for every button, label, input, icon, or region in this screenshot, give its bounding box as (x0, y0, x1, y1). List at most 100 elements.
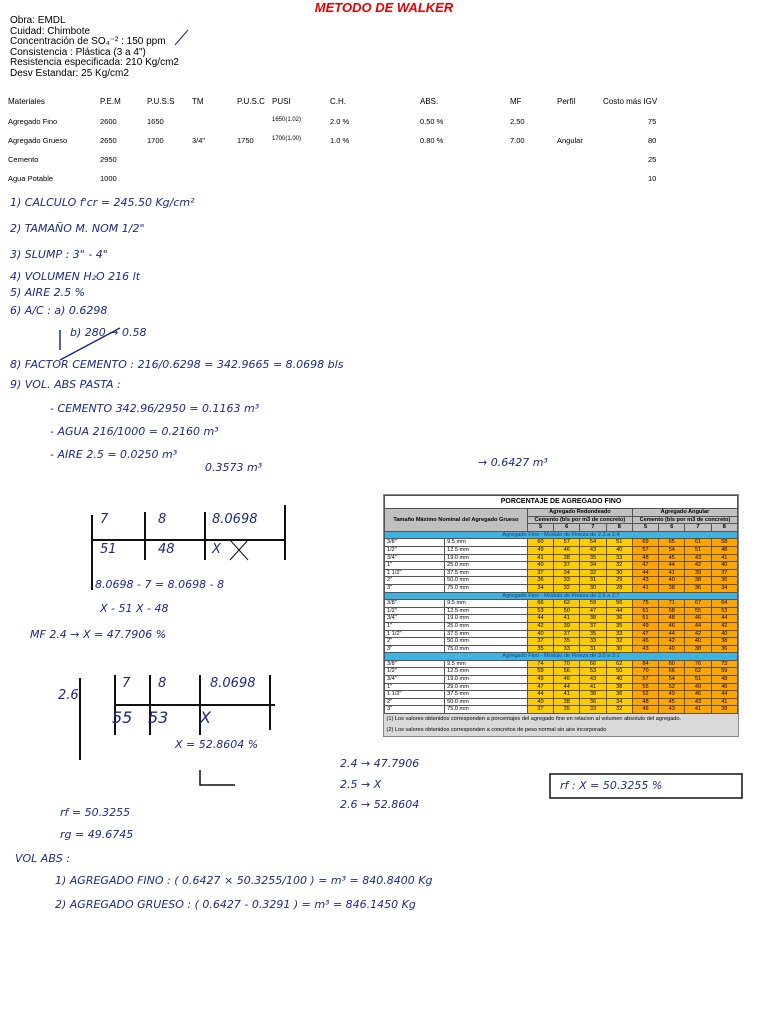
cell: Agregado Angular (631, 508, 739, 517)
tick (174, 29, 189, 46)
handwritten-note: rf = 50.3255 (60, 806, 131, 819)
column-header: PUSI (272, 97, 291, 106)
cell: 46 (710, 682, 739, 692)
cell: Agregado Redondeado (526, 508, 633, 517)
header-line: Consistencia : Plástica (3 a 4") (10, 46, 146, 58)
cell: 5 (526, 523, 555, 532)
handwritten-note: 2.5 → X (340, 778, 382, 791)
cell: 39 (710, 705, 739, 715)
cell: 32 (605, 561, 633, 570)
cell: 43 (684, 697, 712, 707)
cell: 1650(1.02) (272, 117, 302, 123)
cell: 38 (579, 690, 607, 699)
cell: Agregado Fino - Modulo de Fineza de 3.0 … (384, 652, 738, 661)
handwritten-note: 1) AGREGADO FINO : ( 0.6427 × 50.3255/10… (55, 874, 433, 887)
cell: 74 (526, 659, 555, 669)
cell: 41 (710, 697, 739, 707)
row: (2) Los valores obtenidos corresponden a… (385, 725, 738, 736)
grid-cell: 7 (100, 512, 109, 527)
cell: 33 (553, 644, 581, 654)
cell: 40 (710, 561, 739, 570)
cell: 37 (553, 561, 581, 570)
cell: 65 (658, 538, 686, 547)
cell: 25.0 mm (444, 621, 528, 631)
cell: 2.50 (510, 117, 525, 126)
row: 3/4" 19.0 mm 49 46 43 40 57 54 51 48 (383, 675, 739, 684)
cross (229, 539, 249, 561)
cell: 62 (553, 599, 581, 608)
cell: 1000 (100, 174, 117, 183)
cell: 34 (553, 568, 581, 578)
cell: 40 (605, 675, 633, 684)
cell: 41 (684, 705, 712, 715)
cell: 1750 (237, 136, 254, 145)
cell: 2" (383, 637, 446, 646)
handwritten-note: - AGUA 216/1000 = 0.2160 m³ (50, 425, 219, 438)
column-header: Perfil (557, 97, 576, 106)
cell: 29.0 mm (444, 682, 528, 692)
cell: 40 (526, 561, 555, 570)
cell: 35 (605, 621, 633, 631)
cell: 1" (383, 561, 446, 570)
handwritten-note: 2) AGREGADO GRUESO : ( 0.6427 - 0.3291 )… (55, 898, 416, 911)
handwritten-note: 2) TAMAÑO M. NOM 1/2" (10, 222, 145, 235)
cell: Tamaño Máximo Nominal del Agregado Grues… (384, 508, 528, 532)
cell: 70 (553, 659, 581, 669)
grid-cell: 8.0698 (212, 512, 258, 527)
cell: 44 (526, 614, 555, 623)
cell: 37 (526, 568, 555, 578)
cell: 36 (526, 576, 555, 585)
cell: 66 (526, 599, 555, 608)
cell: 33 (605, 553, 633, 563)
cell: 51 (605, 538, 633, 547)
cell: 1/2" (383, 606, 446, 616)
cell: 39 (684, 568, 712, 578)
row: Agregado Fino - Modulo de Fineza de 2.6 … (384, 591, 738, 601)
cell: 54 (658, 545, 686, 555)
cell: 46 (684, 614, 712, 623)
cell: 3/4" (383, 553, 446, 563)
arrow (59, 327, 121, 361)
cell: 32 (579, 568, 607, 578)
cell: 43 (631, 576, 660, 585)
row: 2" 50.0 mm 36 33 31 29 43 40 38 36 (383, 576, 739, 585)
row: (1) Los valores obtenidos corresponden a… (385, 714, 738, 726)
cell: 46 (684, 690, 712, 699)
row: 3/8" 9.5 mm 66 62 59 56 75 71 67 64 (383, 599, 739, 608)
cell: 66 (579, 659, 607, 669)
row: 3/4" 19.0 mm 41 38 35 33 48 45 43 41 (383, 553, 739, 563)
cell: 40 (658, 644, 686, 654)
row: 1 1/2" 37.5 mm 37 34 32 30 44 41 39 37 (383, 568, 739, 578)
handwritten-note: rg = 49.6745 (60, 828, 134, 841)
cell: 38 (605, 682, 633, 692)
cell: 19.0 mm (444, 614, 528, 623)
cell: 2950 (100, 155, 117, 164)
cell: 31 (579, 576, 607, 585)
cell: 34 (710, 583, 739, 593)
cell: 33 (553, 576, 581, 585)
cell: 51 (684, 675, 712, 684)
cell: 1/2" (383, 545, 446, 555)
handwritten-note: 5) AIRE 2.5 % (10, 286, 86, 299)
cell: 75 (631, 599, 660, 608)
cell: 32 (605, 637, 633, 646)
row: Tamaño Máximo Nominal del Agregado Grues… (384, 508, 739, 532)
cell: 9.5 mm (444, 538, 528, 547)
cell: 1" (383, 682, 446, 692)
cell: 58 (658, 606, 686, 616)
row: 3" 75.0 mm 35 33 31 30 43 40 38 36 (383, 644, 739, 654)
cell: 35 (526, 644, 555, 654)
cell: 43 (579, 675, 607, 684)
cell: 45 (631, 637, 660, 646)
cell: Agregado Fino - Modulo de Fineza de 2.6 … (384, 591, 738, 601)
cell: (1) Los valores obtenidos corresponden a… (386, 716, 682, 723)
header-line: Resistencia especificada: 210 Kg/cm2 (10, 57, 179, 68)
table: PORCENTAJE DE AGREGADO FINO Tamaño Máximo… (383, 495, 739, 736)
cell: 49 (658, 690, 686, 699)
cell: 76 (684, 659, 712, 669)
cell: 33 (605, 629, 633, 639)
cell: 51 (631, 614, 660, 623)
row: 1 1/2" 37.5 mm 40 37 35 33 47 44 42 40 (383, 629, 739, 639)
cell: 34 (579, 561, 607, 570)
cell: 30 (605, 644, 633, 654)
